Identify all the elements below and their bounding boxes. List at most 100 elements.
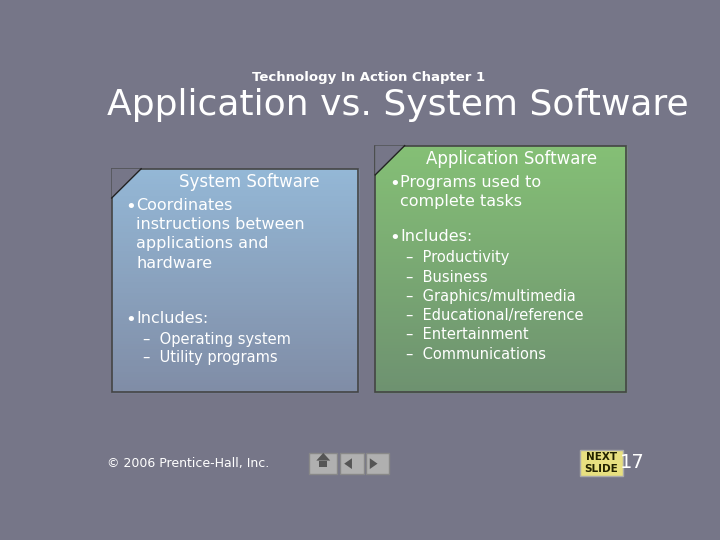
Bar bbox=[112, 367, 358, 370]
Bar bbox=[375, 177, 626, 179]
Bar bbox=[112, 241, 358, 244]
Bar bbox=[375, 349, 626, 352]
Bar bbox=[112, 194, 358, 197]
Text: •: • bbox=[389, 175, 400, 193]
Bar bbox=[375, 211, 626, 213]
Bar bbox=[375, 217, 626, 220]
Bar bbox=[375, 334, 626, 336]
Text: •: • bbox=[126, 311, 136, 329]
Bar bbox=[112, 389, 358, 392]
Bar bbox=[375, 235, 626, 238]
Bar bbox=[375, 201, 626, 204]
Bar bbox=[112, 345, 358, 347]
Bar bbox=[375, 278, 626, 281]
Bar bbox=[112, 172, 358, 174]
Bar bbox=[375, 330, 626, 334]
Bar bbox=[112, 230, 358, 233]
Bar bbox=[375, 232, 626, 235]
Bar bbox=[112, 186, 358, 188]
Bar bbox=[375, 361, 626, 365]
Bar bbox=[112, 258, 358, 261]
Bar bbox=[112, 316, 358, 320]
Bar bbox=[375, 195, 626, 198]
Bar bbox=[375, 325, 626, 327]
Bar bbox=[375, 352, 626, 355]
Bar bbox=[375, 158, 626, 161]
Bar bbox=[112, 384, 358, 387]
Bar bbox=[112, 266, 358, 269]
Bar bbox=[112, 333, 358, 336]
Bar bbox=[112, 168, 358, 392]
Bar bbox=[112, 208, 358, 211]
Text: –  Operating system: – Operating system bbox=[143, 332, 291, 347]
Bar bbox=[112, 199, 358, 202]
Bar bbox=[375, 220, 626, 222]
Text: –  Entertainment: – Entertainment bbox=[406, 327, 528, 342]
Bar bbox=[375, 164, 626, 167]
Bar bbox=[112, 213, 358, 216]
Bar bbox=[112, 300, 358, 303]
Bar bbox=[375, 155, 626, 158]
Bar bbox=[375, 247, 626, 251]
Bar bbox=[112, 174, 358, 177]
Text: Application vs. System Software: Application vs. System Software bbox=[107, 88, 688, 122]
Bar bbox=[112, 373, 358, 375]
Bar bbox=[375, 183, 626, 186]
Bar bbox=[375, 198, 626, 201]
Bar bbox=[112, 183, 358, 186]
Bar bbox=[375, 253, 626, 256]
Bar bbox=[375, 179, 626, 183]
Bar bbox=[112, 306, 358, 308]
Bar bbox=[375, 296, 626, 300]
Bar bbox=[112, 375, 358, 378]
Bar bbox=[112, 356, 358, 359]
Text: •: • bbox=[389, 229, 400, 247]
Bar bbox=[112, 191, 358, 194]
Bar bbox=[375, 318, 626, 321]
Text: Application Software: Application Software bbox=[426, 150, 597, 168]
Bar bbox=[375, 251, 626, 253]
Bar bbox=[112, 314, 358, 316]
Bar bbox=[375, 238, 626, 241]
Bar bbox=[112, 272, 358, 275]
Bar bbox=[112, 378, 358, 381]
Bar bbox=[375, 148, 626, 152]
Bar bbox=[341, 453, 364, 475]
Bar bbox=[375, 386, 626, 389]
Bar bbox=[375, 300, 626, 303]
Bar bbox=[112, 292, 358, 294]
Bar bbox=[375, 306, 626, 309]
Text: Includes:: Includes: bbox=[137, 311, 209, 326]
Bar bbox=[310, 453, 337, 475]
Bar bbox=[112, 328, 358, 330]
Bar bbox=[375, 256, 626, 260]
Bar bbox=[375, 340, 626, 343]
Bar bbox=[375, 262, 626, 266]
Bar bbox=[112, 197, 358, 199]
Bar bbox=[112, 188, 358, 191]
Bar bbox=[112, 222, 358, 225]
Bar bbox=[375, 170, 626, 173]
Bar bbox=[112, 236, 358, 239]
Bar bbox=[375, 161, 626, 164]
Text: •: • bbox=[126, 198, 136, 216]
Bar bbox=[112, 342, 358, 345]
Bar bbox=[112, 381, 358, 384]
Bar bbox=[112, 180, 358, 183]
Bar bbox=[375, 389, 626, 392]
Text: Programs used to
complete tasks: Programs used to complete tasks bbox=[400, 175, 541, 209]
Bar bbox=[112, 325, 358, 328]
Bar bbox=[375, 367, 626, 370]
Bar bbox=[112, 211, 358, 213]
Bar bbox=[375, 173, 626, 177]
Bar bbox=[112, 278, 358, 280]
Bar bbox=[375, 336, 626, 340]
Bar bbox=[375, 346, 626, 349]
Bar bbox=[112, 225, 358, 227]
Bar bbox=[112, 286, 358, 289]
Bar bbox=[112, 247, 358, 249]
Bar bbox=[112, 387, 358, 389]
Bar bbox=[375, 275, 626, 278]
Bar bbox=[375, 370, 626, 374]
Bar bbox=[375, 315, 626, 318]
